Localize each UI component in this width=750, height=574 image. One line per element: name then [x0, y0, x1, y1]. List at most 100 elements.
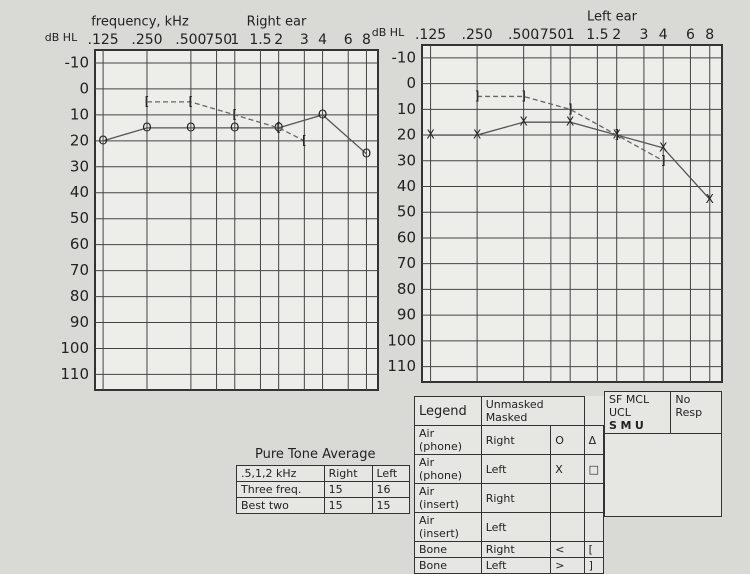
cell: O — [550, 425, 585, 455]
y-tick-label: 30 — [70, 157, 89, 175]
data-marker: [ — [232, 107, 237, 121]
y-tick-label: 50 — [397, 203, 416, 221]
data-marker: [ — [145, 94, 150, 108]
x-tick-label: 8 — [362, 32, 371, 48]
cell: Right — [323, 465, 373, 482]
text: M — [620, 419, 632, 432]
x-tick-label: 1.5 — [586, 27, 608, 43]
pta-title: Pure Tone Average — [255, 447, 376, 462]
data-marker: X — [566, 115, 574, 129]
x-tick-label: 6 — [686, 27, 695, 43]
y-tick-label: 60 — [397, 228, 416, 246]
data-marker: ] — [661, 153, 666, 167]
cell: Right — [480, 425, 552, 455]
y-tick-label: 70 — [70, 261, 89, 279]
x-tick-label: 3 — [300, 32, 309, 48]
cell: Legend — [414, 396, 482, 426]
data-marker: [ — [302, 133, 307, 147]
y-tick-label: -10 — [392, 48, 417, 66]
y-axis-label: dB HL — [45, 31, 78, 44]
x-tick-label: .250 — [131, 32, 162, 48]
cell: Left — [480, 454, 552, 484]
x-tick-label: 3 — [639, 27, 648, 43]
x-tick-label: .125 — [415, 27, 446, 43]
y-tick-label: 100 — [387, 331, 416, 349]
data-marker: ] — [521, 89, 526, 103]
y-tick-label: 30 — [397, 151, 416, 169]
chart-title: Right ear — [247, 15, 307, 30]
data-marker: O — [230, 120, 239, 134]
chart-title: Left ear — [587, 10, 638, 25]
series-line — [102, 114, 367, 155]
text: Masked — [485, 411, 528, 424]
y-tick-label: 50 — [70, 209, 89, 227]
cell — [583, 483, 605, 513]
cell: Left — [480, 512, 552, 542]
data-marker: O — [186, 120, 195, 134]
y-tick-label: 110 — [60, 365, 89, 383]
data-marker: X — [473, 128, 481, 142]
data-marker: O — [274, 120, 283, 134]
data-marker: X — [659, 140, 667, 154]
data-marker: [ — [276, 120, 281, 134]
cell: > — [550, 557, 585, 574]
data-marker: X — [426, 128, 434, 142]
x-tick-label: 2 — [612, 27, 621, 43]
x-axis-label: frequency, kHz — [91, 15, 189, 30]
cell: Air (insert) — [414, 512, 482, 542]
x-tick-label: 4 — [659, 27, 668, 43]
y-tick-label: 20 — [397, 126, 416, 144]
cell: Left — [480, 557, 552, 574]
cell: No Resp — [670, 391, 722, 434]
cell: Air (phone) — [414, 425, 482, 455]
cell: 15 — [323, 481, 373, 498]
cell: 15 — [371, 497, 410, 514]
x-tick-label: .750 — [535, 27, 566, 43]
cell: Air (phone) — [414, 454, 482, 484]
text: SF — [609, 393, 623, 406]
cell — [550, 512, 585, 542]
cell: Bone — [414, 557, 482, 574]
x-tick-label: 4 — [318, 32, 327, 48]
text: UCL — [609, 406, 631, 419]
x-tick-label: .125 — [88, 32, 119, 48]
cell: [ — [583, 541, 605, 558]
data-marker: X — [706, 192, 714, 206]
plot-area — [421, 44, 723, 383]
y-tick-label: 10 — [70, 105, 89, 123]
cell: Unmasked Masked — [480, 396, 585, 426]
y-tick-label: 40 — [397, 177, 416, 195]
text: U — [634, 419, 644, 432]
y-tick-label: 110 — [387, 357, 416, 375]
y-tick-label: 70 — [397, 254, 416, 272]
x-tick-label: 6 — [344, 32, 353, 48]
y-tick-label: 60 — [70, 235, 89, 253]
cell — [604, 433, 722, 517]
cell: .5,1,2 kHz — [236, 465, 325, 482]
data-marker: O — [318, 107, 327, 121]
cell: 15 — [323, 497, 373, 514]
cell: X — [550, 454, 585, 484]
legend-table: Legend Unmasked Masked Air (phone) Right O Δ… — [414, 396, 605, 574]
cell: Right — [480, 483, 552, 513]
y-tick-label: 90 — [70, 313, 89, 331]
y-tick-label: 20 — [70, 131, 89, 149]
x-tick-label: 1 — [230, 32, 239, 48]
x-tick-label: .750 — [201, 32, 232, 48]
series-line — [430, 121, 711, 200]
y-tick-label: -10 — [65, 53, 90, 71]
data-marker: X — [520, 115, 528, 129]
y-axis-label: dB HL — [372, 26, 405, 39]
extra-table: SF MCL UCL S M U No Resp — [603, 391, 722, 517]
cell — [550, 483, 585, 513]
cell: SF MCL UCL S M U — [603, 391, 672, 434]
cell: Left — [371, 465, 410, 482]
cell: Δ — [583, 425, 605, 455]
cell: Best two — [236, 497, 325, 514]
cell: ] — [583, 557, 605, 574]
y-tick-label: 10 — [397, 100, 416, 118]
x-tick-label: .500 — [175, 32, 206, 48]
x-tick-label: .250 — [462, 27, 493, 43]
data-marker: ] — [614, 128, 619, 142]
